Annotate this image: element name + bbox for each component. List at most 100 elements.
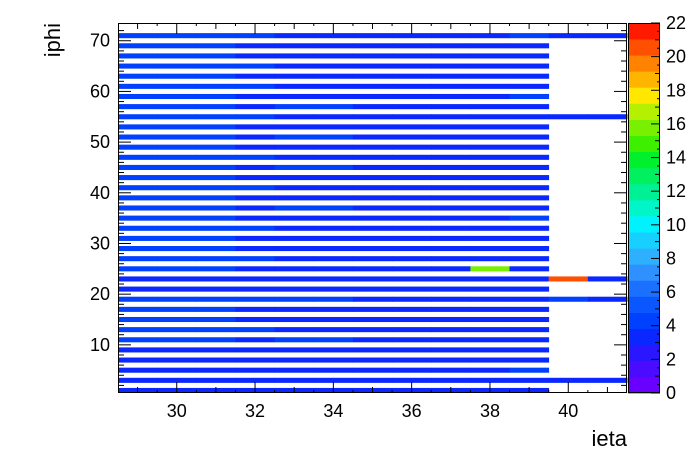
heatmap-cell: [431, 104, 471, 110]
heatmap-cell: [392, 63, 432, 69]
heatmap-cell: [274, 367, 315, 373]
heatmap-cell: [118, 93, 158, 100]
heatmap-cell: [431, 83, 471, 89]
heatmap-cell: [392, 144, 432, 150]
heatmap-cell: [157, 357, 197, 363]
palette-bin: [628, 119, 660, 137]
heatmap-cell: [196, 246, 236, 252]
heatmap-cell: [352, 337, 393, 343]
heatmap-cell: [313, 185, 354, 191]
heatmap-cell: [352, 104, 393, 110]
palette-bin: [628, 216, 660, 233]
heatmap-cell: [392, 33, 432, 39]
heatmap-cell: [235, 306, 276, 312]
heatmap-cell: [431, 256, 471, 262]
heatmap-cell: [431, 205, 471, 211]
heatmap-cell: [235, 164, 276, 170]
heatmap-cell: [352, 286, 393, 292]
heatmap-cell: [352, 205, 393, 211]
heatmap-cell: [235, 246, 276, 252]
heatmap-cell: [470, 73, 510, 79]
heatmap-cell: [431, 235, 471, 241]
heatmap-cell: [118, 83, 158, 89]
palette-tick-label: 10: [666, 215, 686, 235]
heatmap-cell: [470, 306, 510, 312]
heatmap-cell: [118, 347, 158, 353]
x-axis: 30 32 34 36 38 40: [137, 23, 608, 421]
heatmap-cell: [235, 357, 276, 363]
heatmap-cell: [509, 114, 550, 120]
heatmap-cell: [392, 246, 432, 252]
heatmap-cell: [196, 266, 236, 272]
heatmap-cell: [352, 43, 393, 49]
heatmap-cell: [392, 175, 432, 181]
heatmap-cell: [431, 154, 471, 160]
heatmap-cell: [157, 164, 197, 170]
heatmap-cell: [352, 327, 393, 333]
heatmap-cell: [431, 73, 471, 79]
heatmap-cell: [392, 327, 432, 333]
heatmap-cell: [157, 337, 197, 343]
heatmap-cell: [235, 266, 276, 272]
heatmap-cell: [118, 316, 158, 323]
heatmap-cell: [274, 83, 315, 89]
heatmap-cell: [313, 63, 354, 69]
heatmap-cell: [196, 73, 236, 79]
heatmap-cell: [470, 205, 510, 211]
heatmap-cell: [274, 377, 315, 383]
heatmap-cell: [274, 327, 315, 333]
heatmap-cell: [352, 154, 393, 160]
heatmap-cell: [509, 337, 550, 343]
heatmap-cell: [274, 347, 315, 353]
palette-tick-label: 6: [666, 282, 676, 302]
heatmap-cell: [431, 93, 471, 100]
heatmap-cell: [431, 134, 471, 140]
heatmap-cell: [157, 195, 197, 201]
heatmap-cell: [352, 175, 393, 181]
heatmap-cell: [392, 225, 432, 231]
x-axis-title: ieta: [592, 426, 628, 451]
heatmap-cell: [352, 246, 393, 252]
heatmap-cell: [352, 124, 393, 130]
heatmap-cell: [118, 306, 158, 312]
palette-bin: [628, 360, 660, 378]
heatmap-cell: [352, 63, 393, 69]
heatmap-cell: [352, 164, 393, 170]
heatmap-cell: [392, 377, 432, 383]
heatmap-cell: [235, 83, 276, 89]
heatmap-cell: [157, 377, 197, 383]
heatmap-cell: [470, 357, 510, 363]
heatmap-cell: [274, 175, 315, 181]
heatmap-cell: [352, 114, 393, 120]
heatmap-cell: [313, 215, 354, 221]
heatmap-cell: [352, 185, 393, 191]
heatmap-cell: [235, 286, 276, 292]
heatmap-cell: [392, 83, 432, 89]
heatmap-cell: [470, 337, 510, 343]
heatmap-cell: [352, 144, 393, 150]
heatmap-cell: [470, 124, 510, 130]
palette-tick-label: 20: [666, 47, 686, 67]
heatmap-cell: [235, 235, 276, 241]
heatmap-cell: [392, 266, 432, 272]
heatmap-cell: [196, 286, 236, 292]
heatmap-cell: [509, 225, 550, 231]
heatmap-cell: [235, 33, 276, 39]
palette-tick-label: 8: [666, 248, 676, 268]
heatmap-cell: [352, 316, 393, 323]
heatmap-cell: [548, 377, 589, 383]
palette-tick-label: 2: [666, 349, 676, 369]
heatmap-cell: [274, 134, 315, 140]
heatmap-cell: [392, 114, 432, 120]
heatmap-cell: [157, 316, 197, 323]
x-tick-label: 40: [558, 401, 578, 421]
heatmap-cell: [392, 316, 432, 323]
heatmap-cell: [274, 316, 315, 323]
heatmap-cell: [352, 266, 393, 272]
heatmap-cell: [118, 43, 158, 49]
heatmap-cell: [235, 205, 276, 211]
heatmap-cell: [118, 195, 158, 201]
y-tick-label: 30: [90, 233, 110, 253]
heatmap-cell: [352, 377, 393, 383]
